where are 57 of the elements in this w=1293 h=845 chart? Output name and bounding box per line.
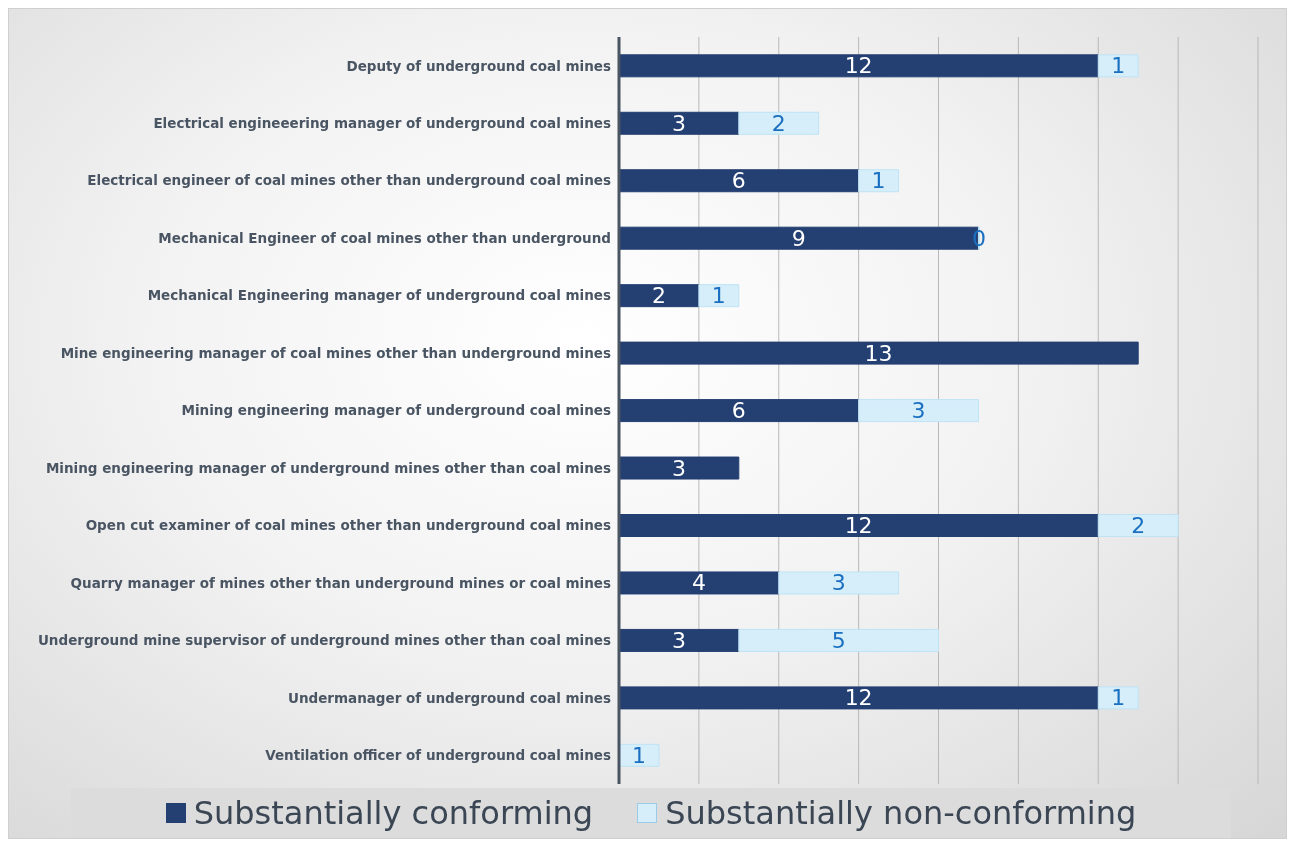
y-tick-label: Ventilation officer of underground coal mines xyxy=(265,747,611,764)
bar xyxy=(618,284,700,308)
data-label: 6 xyxy=(731,398,746,424)
bar xyxy=(1097,514,1179,538)
bar xyxy=(698,284,740,308)
data-label: 6 xyxy=(731,168,746,194)
data-label: 1 xyxy=(1111,685,1126,711)
bar xyxy=(858,169,900,193)
bar xyxy=(1097,54,1139,78)
data-label: 4 xyxy=(691,570,706,596)
y-tick-label: Mining engineering manager of underground coal mines xyxy=(181,402,611,419)
legend-label: Substantially conforming xyxy=(193,794,594,832)
bar xyxy=(618,54,1099,78)
data-label: 9 xyxy=(791,225,806,251)
data-label: 13 xyxy=(864,340,893,366)
bar xyxy=(618,686,1099,710)
y-tick-label: Quarry manager of mines other than underground mines or coal mines xyxy=(70,574,611,591)
bar xyxy=(618,111,740,135)
bar xyxy=(618,571,780,595)
y-tick-label: Open cut examiner of coal mines other than underground coal mines xyxy=(85,517,611,534)
bar xyxy=(618,169,860,193)
bar xyxy=(858,399,979,423)
y-tick-label: Electrical engineeering manager of underground coal mines xyxy=(153,114,611,131)
y-tick-label: Mechanical Engineer of coal mines other than underground xyxy=(158,229,611,246)
bar xyxy=(618,628,740,652)
bar xyxy=(1097,686,1139,710)
data-label: 12 xyxy=(844,513,873,539)
y-tick-label: Underground mine supervisor of underground mines other than coal mines xyxy=(37,632,611,649)
data-label: 2 xyxy=(771,110,786,136)
data-label: 3 xyxy=(671,110,686,136)
legend-label: Substantially non-conforming xyxy=(665,794,1137,832)
data-label: 12 xyxy=(844,685,873,711)
data-label: 3 xyxy=(831,570,846,596)
data-label: 5 xyxy=(831,627,846,653)
bar xyxy=(738,628,939,652)
data-label: 2 xyxy=(651,283,666,309)
data-label: 2 xyxy=(1131,513,1146,539)
y-tick-label: Mine engineering manager of coal mines other than underground mines xyxy=(60,344,611,361)
bar xyxy=(618,399,860,423)
y-tick-label: Mechanical Engineering manager of underground coal mines xyxy=(147,287,611,304)
data-label: 3 xyxy=(671,455,686,481)
y-tick-label: Mining engineering manager of underground mines other than coal mines xyxy=(45,459,611,476)
data-label: 3 xyxy=(671,627,686,653)
bar xyxy=(618,456,740,480)
data-label: 12 xyxy=(844,53,873,79)
bar xyxy=(618,341,1139,365)
data-label: 1 xyxy=(871,168,886,194)
data-label: 1 xyxy=(631,742,646,768)
y-tick-label: Electrical engineer of coal mines other than underground coal mines xyxy=(87,172,611,189)
data-label: 1 xyxy=(1111,53,1126,79)
bar xyxy=(738,111,820,135)
bar xyxy=(618,514,1099,538)
bar xyxy=(778,571,900,595)
y-tick-label: Undermanager of underground coal mines xyxy=(287,689,611,706)
data-label: 3 xyxy=(911,398,926,424)
data-label: 1 xyxy=(711,283,726,309)
y-tick-label: Deputy of underground coal mines xyxy=(346,57,611,74)
